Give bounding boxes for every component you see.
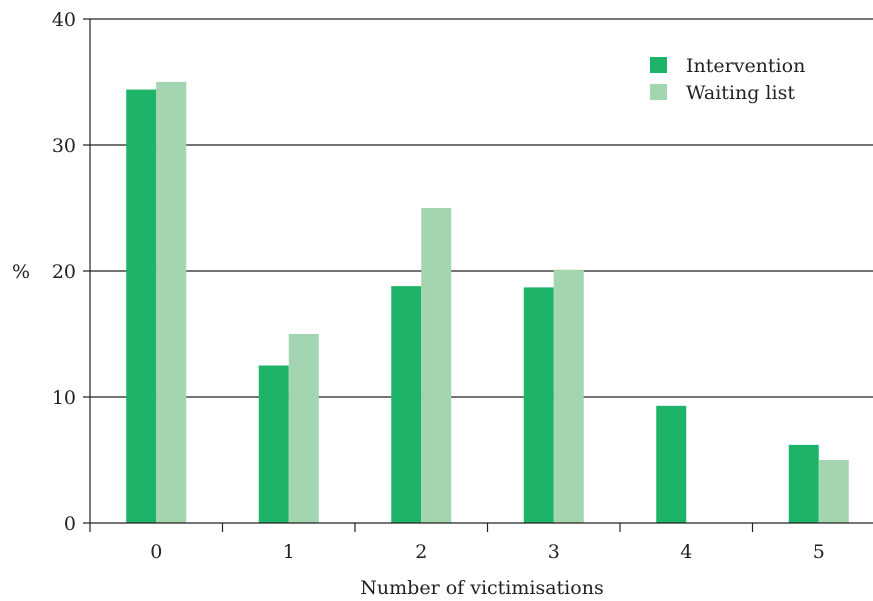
bar-intervention-3 (523, 287, 554, 523)
y-tick-label: 40 (52, 9, 76, 31)
bar-intervention-4 (656, 405, 687, 523)
bar-waiting-list-1 (288, 334, 319, 523)
y-ticks: 0 10 20 30 40 (52, 9, 90, 535)
bar-waiting-list-2 (421, 208, 452, 523)
y-tick-label: 30 (52, 135, 76, 157)
legend-swatch-intervention (650, 57, 667, 73)
x-tick-label: 4 (680, 541, 692, 563)
legend: Intervention Waiting list (650, 55, 805, 104)
bar-intervention-0 (126, 89, 157, 523)
gridlines (90, 18, 873, 398)
y-tick-label: 0 (64, 513, 76, 535)
legend-swatch-waiting-list (650, 84, 667, 100)
bar-intervention-5 (788, 444, 819, 523)
x-tick-label: 2 (415, 541, 427, 563)
x-tick-label: 0 (150, 541, 162, 563)
y-axis-label: % (12, 261, 30, 283)
bar-waiting-list-3 (553, 269, 584, 523)
x-axis-label: Number of victimisations (360, 577, 603, 599)
x-tick-label: 3 (548, 541, 560, 563)
bar-intervention-2 (391, 286, 422, 523)
bar-intervention-1 (258, 365, 289, 523)
x-tick-label: 1 (283, 541, 295, 563)
bars (126, 82, 849, 523)
legend-label-intervention: Intervention (686, 55, 805, 77)
bar-waiting-list-5 (818, 460, 849, 523)
x-ticks: 0 1 2 3 4 5 (89, 523, 825, 563)
y-tick-label: 10 (52, 387, 76, 409)
bar-waiting-list-0 (156, 82, 187, 523)
x-tick-label: 5 (813, 541, 825, 563)
y-tick-label: 20 (52, 261, 76, 283)
legend-label-waiting-list: Waiting list (686, 82, 795, 104)
